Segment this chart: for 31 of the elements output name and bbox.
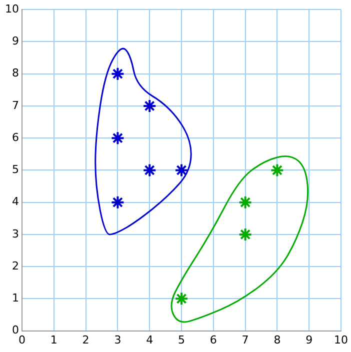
point (110, 131, 125, 146)
y-tick-label: 2 (12, 259, 19, 272)
y-tick-label: 9 (12, 34, 19, 48)
point (142, 163, 157, 178)
y-tick-label: 8 (12, 66, 19, 80)
point (110, 195, 125, 210)
y-tick-label: 10 (4, 2, 19, 16)
y-tick-label: 5 (12, 163, 19, 176)
y-tick-label: 7 (12, 98, 19, 112)
x-tick-label: 10 (334, 333, 348, 346)
point (238, 195, 252, 210)
y-tick-label: 4 (12, 195, 19, 208)
x-tick-label: 8 (274, 333, 281, 346)
x-tick-label: 2 (82, 333, 90, 346)
point (270, 163, 284, 178)
point (238, 227, 252, 242)
point (110, 66, 125, 81)
y-tick-label: 6 (12, 130, 19, 144)
x-tick-label: 5 (178, 333, 185, 346)
y-tick-label: 3 (12, 227, 19, 240)
point (174, 163, 188, 178)
x-tick-label: 7 (242, 333, 249, 346)
point (142, 98, 157, 113)
x-tick-label: 9 (306, 333, 313, 346)
y-tick-label: 1 (12, 292, 19, 305)
x-tick-label: 1 (50, 333, 58, 346)
x-tick-label: 6 (210, 333, 217, 346)
point (174, 292, 188, 306)
x-tick-label: 3 (114, 333, 122, 346)
x-tick-label: 4 (146, 333, 154, 346)
y-tick-label: 0 (12, 324, 19, 337)
